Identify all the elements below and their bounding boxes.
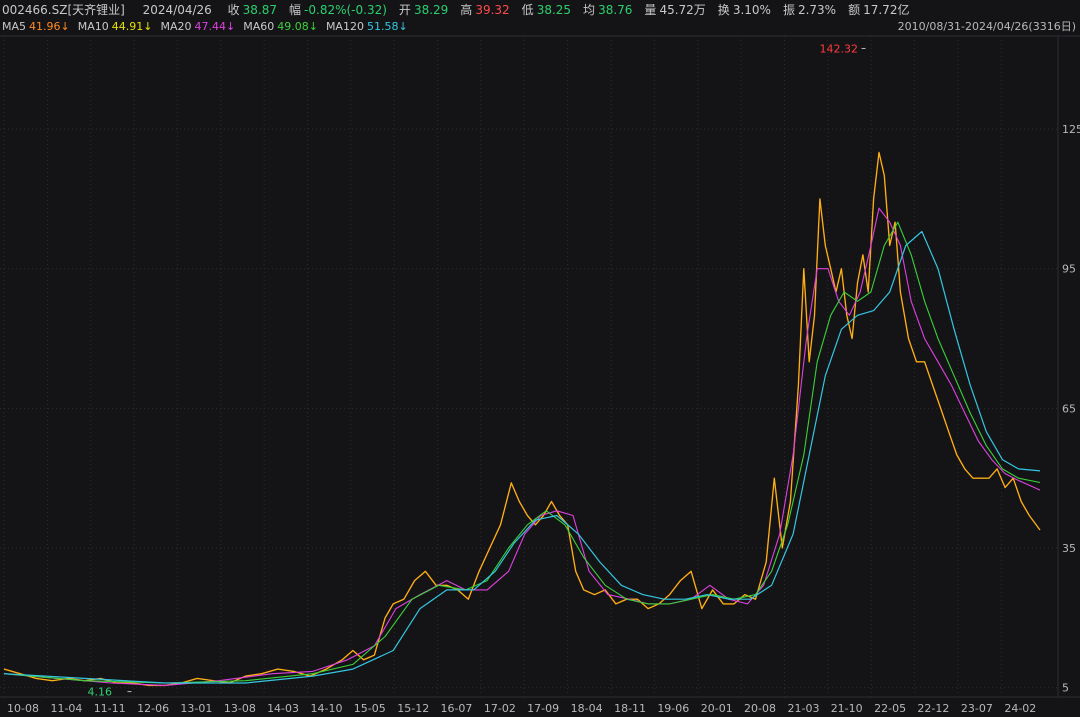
x-tick-label: 22-05 xyxy=(874,702,906,715)
ma-legend-item: MA10 44.91↓ xyxy=(78,18,153,36)
ma-legend-label: MA5 xyxy=(2,20,27,33)
stock-code: 002466.SZ[天齐锂业] xyxy=(2,3,125,17)
ma-legend-label: MA60 xyxy=(243,20,275,33)
quote-field: 量 45.72万 xyxy=(644,0,705,20)
quote-field-value: -0.82%(-0.32) xyxy=(304,3,387,17)
x-tick-label: 13-08 xyxy=(224,702,256,715)
y-tick-label: 35 xyxy=(1062,542,1076,555)
x-tick-label: 21-10 xyxy=(831,702,863,715)
y-tick-label: 95 xyxy=(1062,263,1076,276)
quote-field: 低 38.25 xyxy=(522,0,571,20)
quote-field-label: 开 xyxy=(398,3,411,17)
quote-fields: 收 38.87 幅 -0.82%(-0.32) 开 38.29 高 39.32 低 38.25 均 3… xyxy=(216,0,910,20)
ma-legend-value: 41.96↓ xyxy=(29,20,70,33)
quote-field-value: 38.25 xyxy=(536,3,572,17)
quote-field-value: 38.76 xyxy=(598,3,633,17)
x-tick-label: 22-12 xyxy=(917,702,949,715)
quote-field: 高 39.32 xyxy=(460,0,509,20)
x-tick-label: 11-04 xyxy=(50,702,82,715)
quote-field-label: 额 xyxy=(848,3,861,17)
quote-field-label: 高 xyxy=(460,3,473,17)
quote-field-label: 均 xyxy=(583,3,596,17)
series-line-ma60 xyxy=(3,221,1041,684)
quote-field-value: 38.29 xyxy=(413,3,449,17)
x-tick-label: 24-02 xyxy=(1004,702,1036,715)
quote-field-label: 量 xyxy=(644,3,657,17)
series-line-close-overlay xyxy=(3,152,1041,686)
quote-field-label: 收 xyxy=(227,3,240,17)
ma-legend-value: 47.44↓ xyxy=(194,20,236,33)
quote-field: 振 2.73% xyxy=(783,0,836,20)
series-line-ma20 xyxy=(3,207,1041,686)
high-price-label: 142.32 xyxy=(820,42,859,55)
quote-field-value: 45.72万 xyxy=(659,3,706,17)
x-tick-label: 20-08 xyxy=(744,702,776,715)
quote-field-label: 幅 xyxy=(289,3,302,17)
quote-field-value: 38.87 xyxy=(242,3,278,17)
x-tick-label: 15-12 xyxy=(397,702,429,715)
y-tick-label: 5 xyxy=(1062,682,1069,695)
quote-field: 均 38.76 xyxy=(583,0,632,20)
quote-field-label: 振 xyxy=(782,3,795,17)
ma-legend-item: MA120 51.58↓ xyxy=(326,18,408,36)
ma-legend-label: MA10 xyxy=(77,20,109,33)
series-line-close xyxy=(3,151,1041,687)
date-range: 2010/08/31-2024/04/26(3316日) xyxy=(897,20,1076,33)
x-tick-label: 14-10 xyxy=(311,702,343,715)
x-tick-label: 13-01 xyxy=(180,702,212,715)
quote-info-bar: 002466.SZ[天齐锂业] 2024/04/26 收 38.87 幅 -0.82%… xyxy=(0,0,1080,20)
quote-field: 额 17.72亿 xyxy=(848,0,909,20)
ma-legend-label: MA120 xyxy=(325,20,364,33)
x-tick-label: 12-06 xyxy=(137,702,169,715)
quote-field-label: 换 xyxy=(717,3,730,17)
ma-legend-item: MA20 47.44↓ xyxy=(160,18,235,36)
quote-field-value: 2.73% xyxy=(797,3,837,17)
quote-field: 收 38.87 xyxy=(228,0,277,20)
y-tick-label: 125 xyxy=(1062,123,1080,136)
quote-field: 幅 -0.82%(-0.32) xyxy=(289,0,387,20)
x-tick-label: 11-11 xyxy=(94,702,126,715)
ma-legend-item: MA60 49.08↓ xyxy=(243,18,318,36)
series-line-ma120 xyxy=(3,230,1041,684)
ma-legend-bar: MA5 41.96↓ MA10 44.91↓ MA20 47.44↓ MA60 49.08↓ M… xyxy=(0,18,1080,36)
x-tick-label: 14-03 xyxy=(267,702,299,715)
ma-legend-value: 51.58↓ xyxy=(366,20,408,33)
quote-field: 换 3.10% xyxy=(718,0,771,20)
ma-items: MA5 41.96↓ MA10 44.91↓ MA20 47.44↓ MA60 49.08↓ M… xyxy=(2,18,416,36)
x-tick-label: 18-11 xyxy=(614,702,646,715)
x-tick-label: 19-06 xyxy=(657,702,689,715)
quote-field-value: 39.32 xyxy=(475,3,510,17)
x-tick-label: 20-01 xyxy=(701,702,733,715)
x-tick-label: 10-08 xyxy=(7,702,39,715)
x-tick-label: 18-04 xyxy=(571,702,603,715)
y-tick-label: 65 xyxy=(1062,402,1076,415)
quote-field: 开 38.29 xyxy=(399,0,448,20)
quote-date: 2024/04/26 xyxy=(142,3,212,17)
quote-field-value: 3.10% xyxy=(732,3,771,17)
x-tick-label: 16-07 xyxy=(440,702,472,715)
x-tick-label: 15-05 xyxy=(354,702,386,715)
ma-legend-label: MA20 xyxy=(160,20,192,33)
ma-legend-value: 49.08↓ xyxy=(277,20,318,33)
x-tick-label: 17-09 xyxy=(527,702,559,715)
x-tick-label: 23-07 xyxy=(961,702,993,715)
x-tick-label: 17-02 xyxy=(484,702,516,715)
ma-legend-value: 44.91↓ xyxy=(111,20,153,33)
low-price-label: 4.16 xyxy=(87,686,112,699)
quote-field-value: 17.72亿 xyxy=(863,3,910,17)
ma-legend-item: MA5 41.96↓ xyxy=(2,18,70,36)
quote-field-label: 低 xyxy=(521,3,534,17)
x-tick-label: 21-03 xyxy=(787,702,819,715)
